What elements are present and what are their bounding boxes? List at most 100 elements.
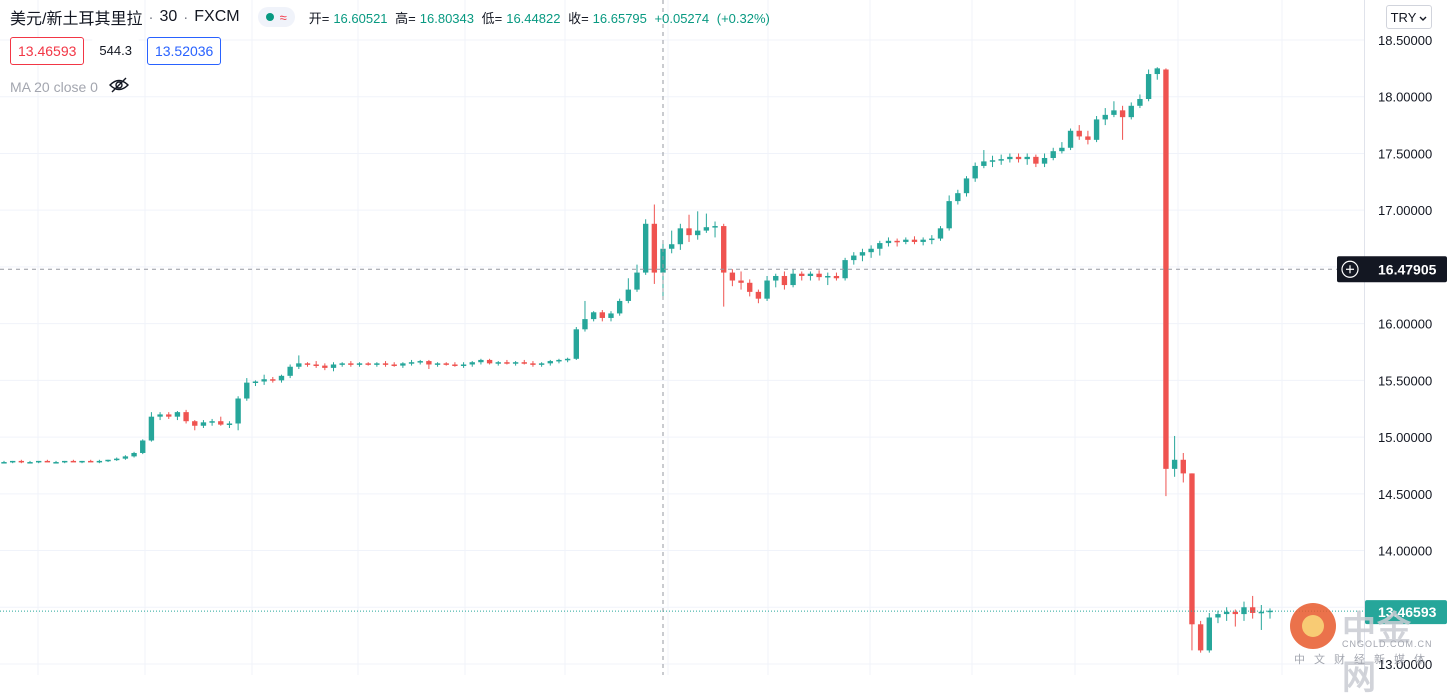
candle <box>408 359 415 366</box>
crosshair-layer <box>0 0 1364 675</box>
candle <box>721 223 727 307</box>
candle <box>88 459 94 463</box>
candle-body <box>35 460 42 463</box>
candle-body <box>313 364 319 366</box>
candle-body <box>729 272 736 281</box>
wave-icon: ≈ <box>279 9 287 25</box>
candle-body <box>868 248 874 253</box>
candle <box>1085 130 1091 145</box>
candle-body <box>417 361 423 363</box>
market-status-pill[interactable]: ≈ <box>257 7 295 27</box>
candle-body <box>721 226 727 273</box>
candle <box>877 240 883 256</box>
candle <box>616 298 623 316</box>
candle <box>1 460 7 464</box>
candle <box>1206 612 1212 653</box>
candle-body <box>512 362 519 364</box>
candle-body <box>495 362 501 364</box>
candle-body <box>807 273 814 276</box>
candle <box>764 275 770 301</box>
candle <box>894 238 900 247</box>
high-label: 高= <box>395 10 416 26</box>
candle <box>79 460 85 464</box>
candlestick-chart[interactable]: 18.5000018.0000017.5000017.0000016.50000… <box>0 0 1448 675</box>
low-value: 16.44822 <box>506 10 561 26</box>
candle <box>1223 607 1230 621</box>
source-label: FXCM <box>194 8 240 25</box>
candle <box>851 252 857 265</box>
buy-price-button[interactable]: 13.52036 <box>146 37 222 65</box>
candle <box>1067 128 1074 151</box>
candle-body <box>885 240 892 244</box>
currency-dropdown[interactable]: TRY <box>1386 5 1432 29</box>
price-axis[interactable]: 18.5000018.0000017.5000017.0000016.50000… <box>1337 0 1448 675</box>
candle-body <box>616 300 623 314</box>
candle <box>452 362 458 367</box>
candle-body <box>1059 147 1065 152</box>
candle <box>512 361 519 366</box>
candle-body <box>634 272 640 290</box>
candle <box>972 162 978 182</box>
candle <box>825 272 831 286</box>
candle-body <box>1206 617 1212 651</box>
sell-price-button[interactable]: 13.46593 <box>10 37 85 65</box>
candle <box>469 361 475 367</box>
candle-body <box>564 358 571 361</box>
price-axis-background <box>1364 0 1448 675</box>
last-price-text: 13.46593 <box>1378 604 1437 620</box>
symbol-name[interactable]: 美元/新土耳其里拉 <box>10 11 143 28</box>
candle <box>799 271 805 281</box>
candle <box>443 362 449 366</box>
candle <box>9 460 16 464</box>
candle-body <box>1007 156 1013 160</box>
candle <box>486 358 493 365</box>
candle-body <box>1015 156 1022 160</box>
candle-body <box>62 460 68 463</box>
candle <box>712 221 718 238</box>
candle-body <box>400 363 406 366</box>
candle <box>582 300 588 332</box>
candle <box>1015 153 1022 163</box>
y-tick-label: 15.00000 <box>1378 430 1432 445</box>
y-tick-label: 14.00000 <box>1378 544 1432 559</box>
candle-body <box>1119 110 1126 118</box>
candle <box>105 459 111 463</box>
candle <box>790 269 796 288</box>
candle-body <box>1 462 7 464</box>
ohlc-values: 开= 16.60521 高= 16.80343 低= 16.44822 收= 16.65… <box>309 8 774 27</box>
candle <box>1111 101 1117 118</box>
candle-body <box>825 275 831 278</box>
watermark-logo-icon <box>1290 603 1336 649</box>
indicator-legend[interactable]: MA 20 close 0 <box>10 77 130 96</box>
high-value: 16.80343 <box>419 10 474 26</box>
candle-body <box>27 462 33 464</box>
candle <box>244 378 250 401</box>
market-open-icon <box>265 13 274 21</box>
candle-body <box>1180 459 1186 474</box>
candle-body <box>1050 151 1056 158</box>
candle-body <box>114 458 120 461</box>
candle <box>911 236 918 245</box>
candle <box>885 237 892 247</box>
candle-body <box>79 460 85 463</box>
grid-lines <box>0 0 1364 675</box>
crosshair-price-text: 16.47905 <box>1378 261 1437 277</box>
candle-body <box>981 161 987 166</box>
candle-body <box>998 159 1004 161</box>
candle <box>1267 608 1273 619</box>
candle <box>18 459 25 464</box>
candle-body <box>330 364 337 368</box>
candle-body <box>1093 119 1100 140</box>
candle <box>296 355 302 370</box>
y-tick-label: 18.00000 <box>1378 90 1432 105</box>
candle <box>322 363 328 371</box>
candle-body <box>686 228 692 236</box>
candle-body <box>131 452 137 457</box>
candle-body <box>1128 105 1134 118</box>
eye-off-icon[interactable] <box>108 77 130 96</box>
candle-body <box>192 421 198 426</box>
candle-body <box>1024 156 1030 160</box>
candle-body <box>547 361 553 364</box>
plus-circle-icon[interactable] <box>1341 260 1359 278</box>
candle <box>842 257 848 281</box>
